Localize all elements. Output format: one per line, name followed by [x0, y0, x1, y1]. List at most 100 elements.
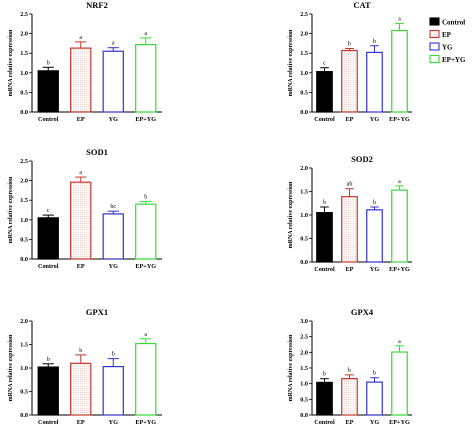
- y-tick-label: 0.0: [300, 412, 308, 419]
- y-axis-label: mRNA relative expression: [8, 176, 14, 243]
- significance-letter: b: [79, 348, 82, 354]
- x-tick-label: YG: [370, 266, 379, 273]
- significance-letter: b: [373, 371, 376, 377]
- x-tick-label: Control: [38, 263, 59, 270]
- x-tick-label: YG: [370, 419, 379, 426]
- bar-yg: [366, 381, 383, 416]
- x-tick-label: Control: [314, 419, 335, 426]
- y-tick-label: 2.5: [300, 11, 308, 18]
- y-tick-label: 0.5: [300, 236, 308, 243]
- y-tick-label: 2.0: [300, 165, 308, 172]
- y-tick-label: 0.0: [20, 412, 28, 419]
- x-tick-label: EP+YG: [389, 419, 410, 426]
- chart-title: GPX4: [351, 307, 374, 317]
- bar-ep-yg: [135, 342, 157, 416]
- bar-ep-yg: [391, 351, 408, 416]
- significance-letter: a: [398, 16, 401, 22]
- legend-label-ep: EP: [442, 31, 452, 39]
- significance-letter: b: [112, 352, 115, 358]
- y-tick-label: 0.5: [20, 389, 28, 396]
- y-tick-label: 1.5: [300, 189, 308, 196]
- y-tick-label: 2.0: [20, 31, 28, 38]
- x-tick-label: EP: [346, 419, 354, 426]
- x-tick-label: EP+YG: [135, 263, 156, 270]
- bar-control: [37, 217, 59, 260]
- bar-ep: [341, 378, 358, 416]
- significance-letter: b: [348, 368, 351, 374]
- bar-ep-yg: [135, 203, 157, 260]
- y-tick-label: 2.5: [20, 158, 28, 165]
- y-tick-label: 1.5: [20, 50, 28, 57]
- significance-letter: a: [112, 41, 115, 47]
- y-axis-label: mRNA relative expression: [8, 334, 14, 401]
- chart-panel-sod1: SOD1 mRNA relative expression 0.0 0.5 1.0 1.5…: [8, 147, 162, 270]
- y-tick-label: 2.0: [300, 349, 308, 356]
- x-tick-label: EP: [77, 116, 85, 123]
- legend-swatch-ep: [429, 29, 440, 39]
- x-tick-label: Control: [314, 116, 335, 123]
- x-tick-label: YG: [109, 116, 118, 123]
- y-tick-label: 0.5: [20, 236, 28, 243]
- significance-letter: a: [79, 170, 82, 176]
- y-tick-label: 1.0: [300, 381, 308, 388]
- bar-ep: [70, 181, 92, 260]
- x-tick-label: YG: [109, 419, 118, 426]
- legend-label-yg: YG: [442, 44, 453, 52]
- legend-swatch-ep-yg: [429, 54, 440, 64]
- significance-letter: b: [47, 60, 50, 66]
- x-tick-label: EP+YG: [389, 266, 410, 273]
- significance-letter: c: [323, 61, 326, 67]
- significance-letter: b: [323, 372, 326, 378]
- bar-yg: [102, 365, 124, 416]
- significance-letter: a: [144, 332, 147, 338]
- x-tick-label: Control: [38, 419, 59, 426]
- chart-panel-nrf2: NRF2 mRNA relative expression 0.0 0.5 1.0 1.5…: [8, 0, 162, 123]
- y-tick-label: 2.0: [20, 178, 28, 185]
- y-tick-label: 1.5: [300, 50, 308, 57]
- y-tick-label: 2.5: [20, 11, 28, 18]
- x-tick-label: EP+YG: [135, 419, 156, 426]
- x-tick-label: EP: [77, 419, 85, 426]
- bar-ep-yg: [391, 29, 408, 113]
- y-tick-label: 3.0: [300, 318, 308, 325]
- bar-yg: [366, 51, 383, 113]
- x-tick-label: YG: [109, 263, 118, 270]
- x-tick-label: EP: [346, 266, 354, 273]
- significance-letter: a: [398, 179, 401, 185]
- significance-letter: b: [373, 200, 376, 206]
- significance-letter: a: [144, 31, 147, 37]
- y-axis-label: mRNA relative expression: [288, 29, 294, 96]
- y-tick-label: 0.5: [300, 396, 308, 403]
- chart-title: SOD2: [351, 154, 373, 164]
- legend-swatch-yg: [429, 42, 440, 51]
- y-tick-label: 1.5: [20, 342, 28, 349]
- y-axis-label: mRNA relative expression: [288, 181, 294, 248]
- x-tick-label: Control: [314, 266, 335, 273]
- chart-title: NRF2: [86, 0, 108, 10]
- bar-ep-yg: [135, 43, 157, 113]
- significance-letter: b: [348, 41, 351, 47]
- y-tick-label: 1.0: [300, 70, 308, 77]
- bar-ep-yg: [391, 189, 408, 263]
- legend-label-control: Control: [442, 19, 465, 27]
- x-tick-label: EP+YG: [135, 116, 156, 123]
- chart-title: CAT: [353, 0, 371, 10]
- y-tick-label: 0.0: [20, 109, 28, 116]
- chart-panel-cat: CAT mRNA relative expression 0.0 0.5 1.0 1.5 2…: [288, 0, 412, 123]
- chart-panel-sod2: SOD2 mRNA relative expression 0.0 0.5 1.0 1.5…: [288, 154, 412, 273]
- chart-panel-gpx4: GPX4 mRNA relative expression 0.0 0.5 1.0 1.5…: [288, 307, 412, 426]
- y-tick-label: 0.0: [20, 256, 28, 263]
- chart-title: GPX1: [86, 307, 108, 317]
- significance-letter: b: [144, 194, 147, 200]
- bar-ep: [70, 47, 92, 113]
- bar-control: [316, 381, 333, 416]
- bar-control: [316, 71, 333, 113]
- y-tick-label: 0.5: [300, 89, 308, 96]
- y-tick-label: 0.5: [20, 89, 28, 96]
- significance-letter: b: [323, 200, 326, 206]
- bar-control: [37, 70, 59, 113]
- bar-yg: [366, 209, 383, 263]
- y-axis-label: mRNA relative expression: [8, 29, 14, 96]
- significance-letter: c: [47, 208, 50, 214]
